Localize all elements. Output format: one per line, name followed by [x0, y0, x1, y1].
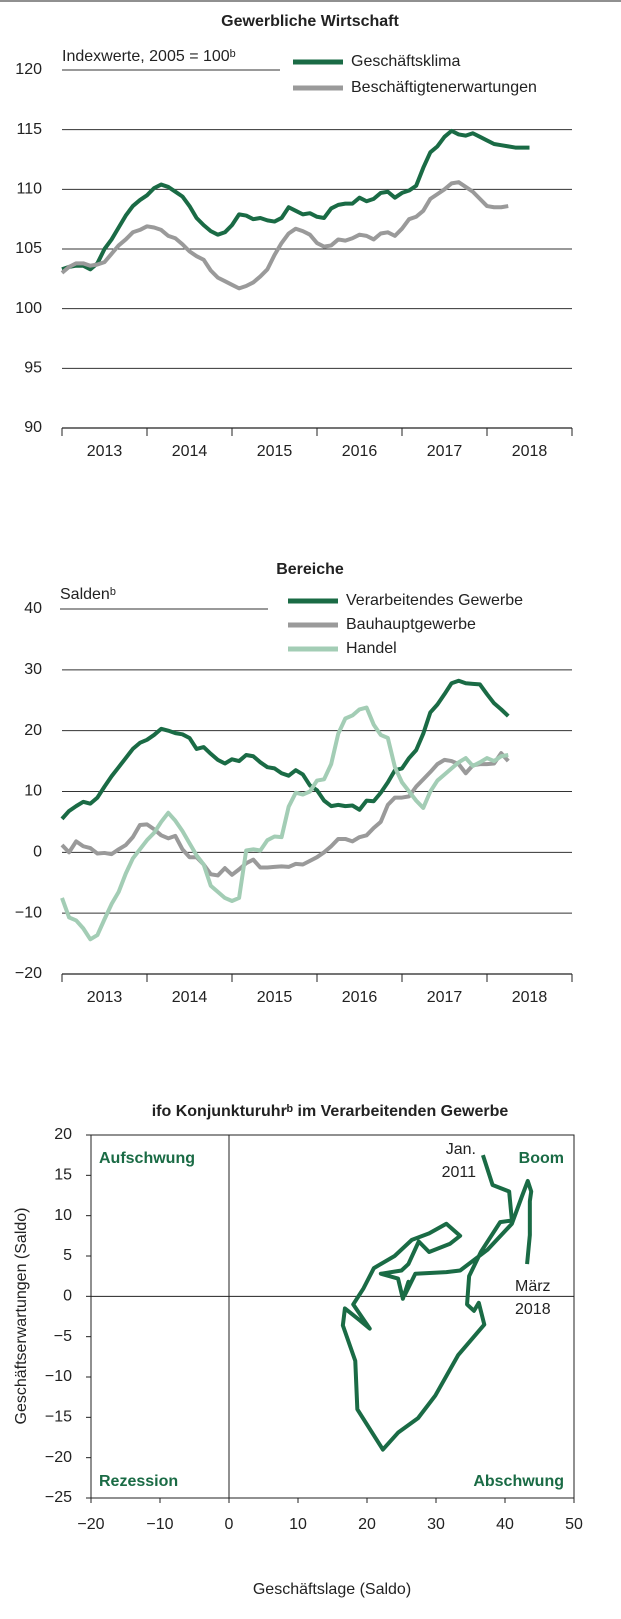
- chart-title: Gewerbliche Wirtschaft: [221, 13, 399, 30]
- y-tick-label: −5: [54, 1328, 72, 1345]
- quadrant-label: Boom: [519, 1150, 564, 1167]
- y-tick-label: −20: [45, 1449, 72, 1466]
- subtitle: Indexwerte, 2005 = 100ᵇ: [62, 48, 236, 65]
- quadrant-label: Rezession: [99, 1473, 178, 1490]
- x-tick-label: 2017: [427, 989, 463, 1006]
- y-tick-label: 30: [24, 661, 42, 678]
- x-tick-label: 30: [427, 1516, 445, 1533]
- quadrant-label: Abschwung: [473, 1473, 564, 1490]
- y-tick-label: −10: [45, 1368, 72, 1385]
- y-tick-label: 10: [54, 1207, 72, 1224]
- series-line: [60, 705, 509, 942]
- y-tick-label: −10: [15, 904, 42, 921]
- x-tick-label: 2014: [172, 989, 208, 1006]
- x-tick-label: 2018: [512, 443, 548, 460]
- y-tick-label: −20: [15, 965, 42, 982]
- y-tick-label: −25: [45, 1489, 72, 1506]
- y-tick-label: 20: [54, 1126, 72, 1143]
- x-tick-label: 2017: [427, 443, 463, 460]
- plot-frame: [90, 1134, 575, 1499]
- annotation: 2018: [515, 1301, 551, 1318]
- y-tick-label: 40: [24, 600, 42, 617]
- y-tick-label: 110: [16, 181, 42, 198]
- y-tick-label: 20: [24, 722, 42, 739]
- y-tick-label: 95: [24, 360, 42, 377]
- legend-label: Bauhauptgewerbe: [346, 616, 476, 633]
- x-tick-label: 50: [565, 1516, 583, 1533]
- y-tick-label: 120: [15, 61, 42, 78]
- x-tick-label: 2015: [257, 443, 293, 460]
- y-tick-label: 15: [54, 1167, 72, 1184]
- series-line: [60, 180, 509, 291]
- clock-line: [340, 1154, 534, 1452]
- x-tick-label: 2015: [257, 989, 293, 1006]
- x-tick-label: 10: [289, 1516, 307, 1533]
- series-line: [61, 128, 530, 272]
- x-tick-label: −10: [146, 1516, 173, 1533]
- y-tick-label: 105: [15, 240, 42, 257]
- series-line: [60, 751, 510, 878]
- legend-label: Handel: [346, 640, 397, 657]
- chart-title: ifo Konjunkturuhrᵇ im Verarbeitenden Gew…: [152, 1103, 509, 1120]
- annotation: 2011: [442, 1164, 477, 1181]
- y-axis-label: Geschäftserwartungen (Saldo): [13, 1208, 30, 1425]
- y-tick-label: 0: [33, 844, 42, 861]
- y-tick-label: 0: [63, 1288, 72, 1305]
- x-tick-label: 40: [496, 1516, 514, 1533]
- legend-label: Verarbeitendes Gewerbe: [346, 592, 523, 609]
- quadrant-label: Aufschwung: [99, 1150, 195, 1167]
- x-tick-label: 2014: [172, 443, 208, 460]
- x-axis-label: Geschäftslage (Saldo): [253, 1581, 411, 1598]
- chart-title: Bereiche: [276, 561, 344, 578]
- annotation: Jan.: [446, 1141, 476, 1158]
- x-tick-label: 2016: [342, 443, 378, 460]
- x-tick-label: 2018: [512, 989, 548, 1006]
- y-tick-label: 5: [63, 1247, 72, 1264]
- x-tick-label: 20: [358, 1516, 376, 1533]
- x-tick-label: −20: [77, 1516, 104, 1533]
- legend-label: Geschäftsklima: [351, 53, 460, 70]
- y-tick-label: 90: [24, 419, 42, 436]
- x-tick-label: 2013: [87, 443, 123, 460]
- legend-label: Beschäftigtenerwartungen: [351, 79, 537, 96]
- x-tick-label: 2013: [87, 989, 123, 1006]
- x-tick-label: 0: [225, 1516, 234, 1533]
- annotation: März: [515, 1278, 551, 1295]
- x-tick-label: 2016: [342, 989, 378, 1006]
- series-line: [60, 678, 510, 821]
- y-tick-label: 10: [24, 783, 42, 800]
- y-tick-label: 115: [16, 121, 42, 138]
- y-tick-label: 100: [15, 300, 42, 317]
- subtitle: Saldenᵇ: [60, 586, 116, 603]
- y-tick-label: −15: [45, 1409, 72, 1426]
